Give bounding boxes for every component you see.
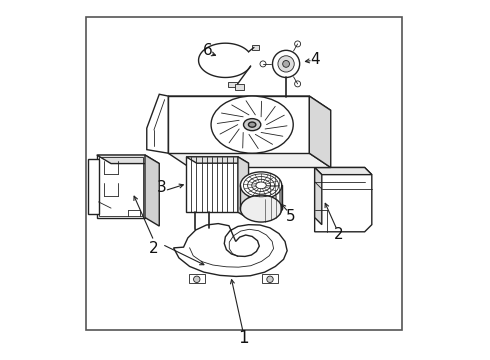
Polygon shape — [315, 167, 372, 232]
Circle shape — [194, 276, 200, 283]
Text: 6: 6 — [203, 43, 212, 58]
Text: 2: 2 — [334, 227, 343, 242]
Polygon shape — [186, 157, 248, 163]
Circle shape — [260, 61, 266, 67]
Polygon shape — [173, 224, 287, 276]
Text: 4: 4 — [310, 52, 319, 67]
Polygon shape — [147, 94, 168, 153]
Circle shape — [283, 60, 290, 67]
Polygon shape — [145, 155, 159, 226]
Polygon shape — [315, 167, 322, 225]
Text: 1: 1 — [238, 329, 248, 347]
Text: 5: 5 — [286, 209, 295, 224]
Polygon shape — [168, 96, 309, 153]
Ellipse shape — [211, 96, 293, 153]
Polygon shape — [315, 167, 372, 175]
Text: 2: 2 — [149, 241, 159, 256]
Ellipse shape — [248, 122, 256, 127]
Bar — [86, 18, 402, 330]
Polygon shape — [97, 155, 159, 163]
Circle shape — [267, 276, 273, 283]
Ellipse shape — [244, 119, 261, 131]
FancyBboxPatch shape — [262, 274, 278, 283]
Bar — [97, 155, 145, 217]
Polygon shape — [238, 157, 248, 219]
Polygon shape — [88, 158, 98, 214]
Bar — [252, 45, 259, 50]
Circle shape — [294, 81, 300, 87]
Circle shape — [278, 56, 294, 72]
FancyBboxPatch shape — [189, 274, 205, 283]
Ellipse shape — [241, 172, 282, 199]
Polygon shape — [168, 153, 331, 167]
Bar — [228, 82, 237, 87]
Bar — [186, 157, 238, 212]
Polygon shape — [309, 96, 331, 167]
Circle shape — [294, 41, 300, 47]
Polygon shape — [168, 96, 331, 111]
Circle shape — [272, 50, 300, 77]
Ellipse shape — [241, 195, 282, 222]
Bar — [98, 157, 143, 216]
Text: 3: 3 — [157, 180, 167, 195]
Bar — [235, 84, 244, 90]
